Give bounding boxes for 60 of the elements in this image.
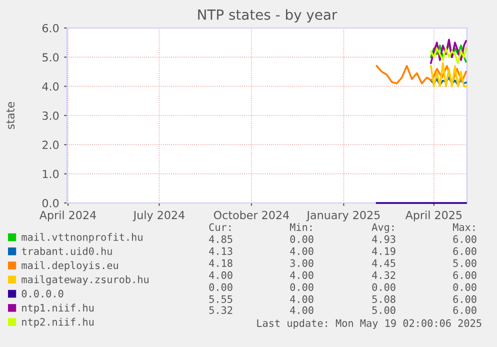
legend-label: mail.deployis.eu [22,261,118,272]
y-tick-label: 6.0 [42,24,59,32]
text: 6.00 [453,247,476,255]
text: 6.00 [453,306,476,314]
line-series [430,43,467,62]
text: 4.85 [209,235,232,243]
chart-title: NTP states - by year [198,9,338,23]
text: Cur: [209,223,231,231]
y-tick-label: 4.0 [42,82,59,91]
text: 4.45 [372,259,396,267]
text: 5.55 [209,295,232,303]
line-series [430,76,467,86]
x-tick-label: October 2024 [214,210,289,220]
text: 0.00 [209,283,232,291]
text: 4.00 [290,306,314,314]
y-tick-label: 1.0 [42,170,59,178]
text: Max: [453,223,475,231]
text: 4.13 [209,247,232,255]
text: 5.00 [372,306,396,314]
text: Min: [290,223,312,231]
x-tick-label: April 2025 [405,210,462,222]
line-series [430,38,467,64]
text: Avg: [372,223,394,233]
text: 4.93 [372,235,396,243]
text: 4.19 [372,247,396,255]
text: 4.32 [372,271,396,279]
x-tick-label: April 2024 [39,210,96,222]
legend-label: 0.0.0.0 [22,290,64,298]
text: 4.00 [290,271,314,279]
text: 5.08 [372,295,396,303]
text: 0.00 [372,283,396,291]
legend-label: ntp2.niif.hu [22,318,94,328]
text: 0.00 [453,283,476,291]
y-tick-label: 3.0 [42,111,59,120]
text: 3.00 [290,259,314,267]
x-tick-label: January 2025 [306,210,380,222]
text: 4.00 [209,271,232,279]
legend-label: mailgateway.zsurob.hu [22,275,148,286]
y-tick-label: 5.0 [42,53,59,62]
line-series [376,65,467,84]
text: 4.18 [209,259,232,267]
text: 4.00 [290,247,314,255]
text: 0.00 [290,283,314,291]
text: 0.00 [290,235,314,243]
legend-label: mail.vttnonprofit.hu [22,233,142,243]
legend-label: trabant.uid0.hu [22,247,112,256]
text: 5.00 [453,259,476,267]
line-series [430,62,467,88]
x-tick-label: July 2024 [132,210,184,222]
text: 5.32 [209,306,232,314]
line-series [430,46,467,64]
legend-label: ntp1.niif.hu [22,304,94,314]
y-tick-label: 0.0 [42,198,59,208]
y-tick-label: 2.0 [42,140,59,150]
y-axis-title: state [6,102,15,129]
text: 4.00 [290,295,314,303]
text: 6.00 [453,235,476,243]
text: 6.00 [453,295,476,303]
text: Last update: Mon May 19 02:00:06 2025 [257,319,482,329]
text: 6.00 [453,271,476,279]
